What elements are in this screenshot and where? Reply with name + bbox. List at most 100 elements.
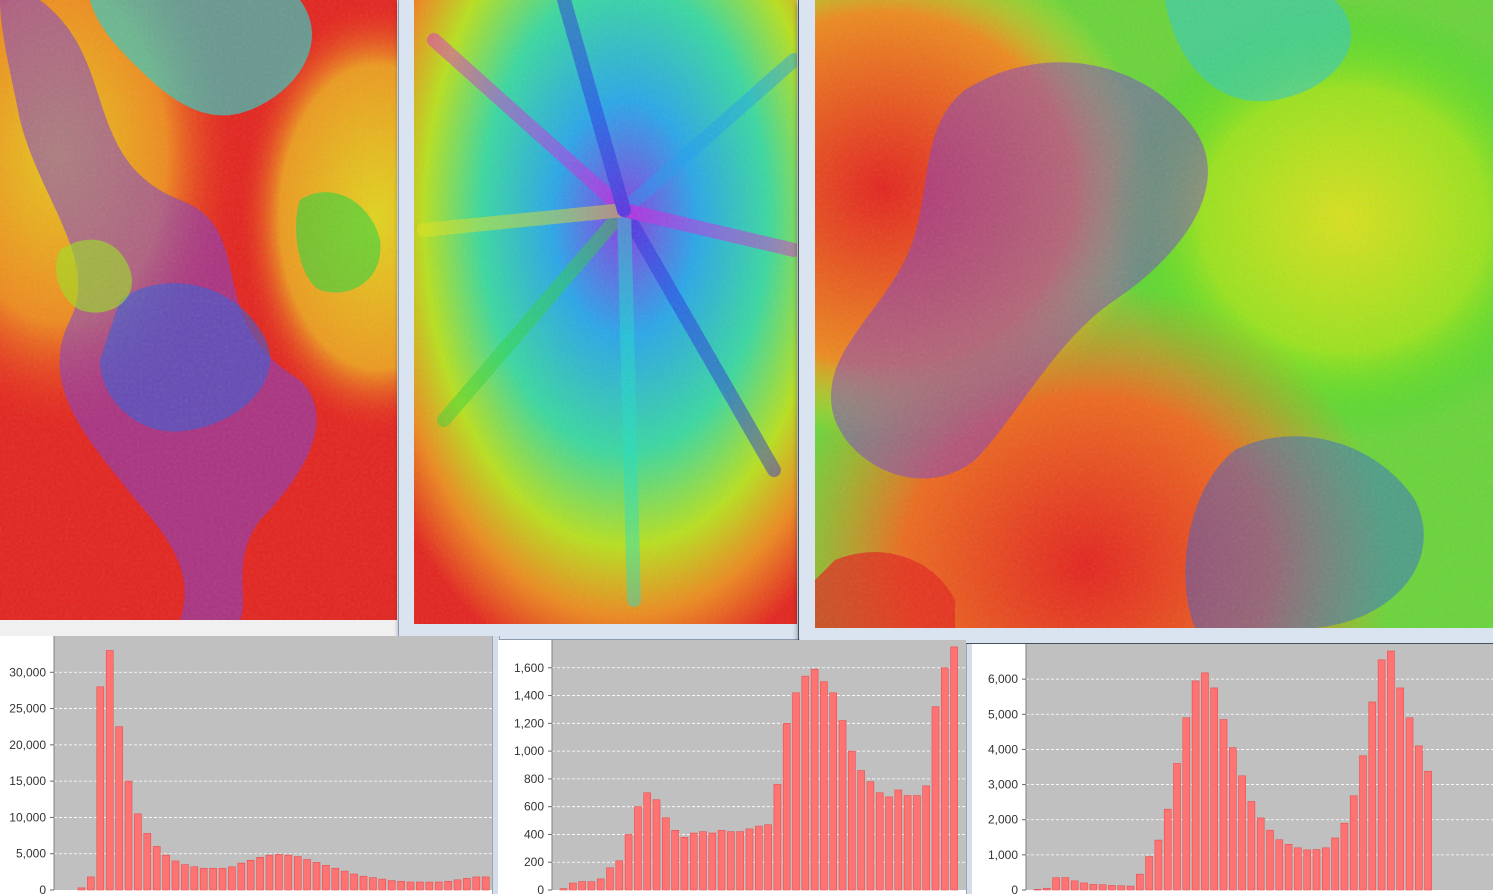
fractal-image-2 [414,0,797,624]
histogram-bar [1201,672,1209,891]
histogram-bar [754,825,763,891]
histogram-bar [1321,847,1330,891]
histogram-bar [481,876,490,891]
histogram-bar [472,876,481,891]
y-tick-label: 400 [524,827,544,841]
y-tick-label: 0 [1011,883,1018,894]
histogram-bar [922,785,931,891]
histogram-bar [1070,880,1079,891]
histogram-bar [1377,659,1386,891]
histogram-bar [359,875,368,891]
histogram-bar [1210,687,1218,891]
y-tick-label: 1,400 [514,689,544,703]
histogram-bar [397,880,405,891]
histogram-bar [416,881,424,891]
histogram-bar [587,881,596,891]
histogram-bar [559,888,568,891]
histogram-bar [181,864,189,891]
histogram-bar [387,880,396,891]
fractal-window-3[interactable] [798,0,1493,644]
histogram-bar [857,770,865,891]
fractal-window-2[interactable] [398,0,804,640]
histogram-bar [434,881,443,891]
y-tick-label: 15,000 [9,774,46,788]
histogram-bar [105,650,114,891]
y-tick-label: 800 [524,772,544,786]
histogram-bar [463,878,471,891]
histogram-bar [1228,747,1237,891]
histogram-bar [1303,849,1312,891]
histogram-bar [246,859,255,891]
histogram-bar [87,876,95,891]
histogram-bar [256,857,264,891]
histogram-bar [162,854,170,891]
histogram-bar [1098,884,1107,891]
histogram-bar [1256,817,1265,891]
histogram-bar [829,692,838,891]
y-tick-label: 20,000 [9,738,46,752]
histogram-bar [1359,755,1367,891]
histogram-bar [1312,849,1321,891]
y-tick-label: 600 [524,800,544,814]
histogram-bar [950,646,958,891]
histogram-bar [1414,745,1423,891]
histogram-bar [699,831,707,891]
histogram-bar [838,720,847,891]
histogram-bar [1368,701,1377,891]
histogram-bar [293,856,302,891]
histogram-bar [875,792,884,891]
y-tick-label: 5,000 [988,707,1018,721]
histogram-bar [596,878,605,891]
histogram-bar [643,792,651,891]
histogram-bar [708,832,717,891]
histogram-bar [1387,650,1395,891]
y-tick-label: 30,000 [9,665,46,679]
histogram-bar [801,675,810,891]
histogram-bar [237,862,246,891]
histogram-bar [453,879,462,891]
fractal-image-3 [815,0,1493,628]
histogram-bar [1266,829,1274,891]
histogram-bar [209,867,217,891]
histogram-bar [1136,873,1144,891]
histogram-bar [369,877,377,891]
y-tick-label: 4,000 [988,742,1018,756]
histogram-bar [228,866,236,891]
histogram-bar [265,854,274,891]
histogram-bar [134,813,142,891]
y-tick-label: 1,200 [514,716,544,730]
histogram-bar [671,829,679,891]
histogram-bar [1033,888,1042,891]
histogram-bar [1108,885,1116,891]
y-tick-label: 200 [524,855,544,869]
histogram-bar [143,833,152,891]
fractal-image-1 [0,0,397,620]
histogram-panel-3: 0 1,000 2,000 3,000 4,000 5,000 6,000 [972,644,1493,894]
histogram-bar [190,866,199,891]
histogram-bar [736,831,744,891]
histogram-bar [689,832,698,891]
histogram-bar [350,873,358,891]
histogram-bar [1396,687,1405,891]
histogram-bar [810,668,819,891]
y-tick-label: 1,600 [514,661,544,675]
histogram-bar [764,824,772,891]
y-tick-label: 1,000 [988,848,1018,862]
histogram-bar [1080,882,1088,891]
histogram-bar [866,781,875,891]
histogram-bar [1424,770,1432,891]
fractal-canvas-2[interactable] [414,0,797,624]
histogram-bar [1043,887,1051,891]
histogram-bar [1349,795,1358,891]
fractal-window-1[interactable] [0,0,400,636]
fractal-canvas-1[interactable] [0,0,397,620]
histogram-panel-2: 0 200 400 600 800 1,000 1,200 1,400 1,600 [498,640,966,894]
histogram-bar [115,726,123,891]
histogram-bar [1061,877,1070,891]
histogram-bar [77,887,86,891]
fractal-canvas-3[interactable] [815,0,1493,628]
histogram-bar [1191,680,1200,891]
histogram-bar [1182,717,1191,891]
y-tick-label: 3,000 [988,778,1018,792]
histogram-bar [634,806,642,891]
